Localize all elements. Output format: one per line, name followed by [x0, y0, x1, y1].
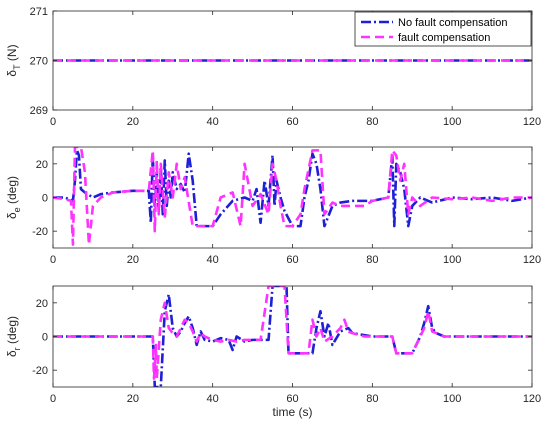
y-tick-label-2--20: -20: [32, 226, 48, 238]
series-group-2: [53, 147, 532, 246]
x-tick-label-1-40: 40: [207, 116, 219, 128]
x-axis-label: time (s): [273, 405, 313, 419]
x-tick-label-3-120: 120: [523, 393, 541, 405]
x-tick-label-2-40: 40: [207, 254, 219, 266]
legend-label-no-fault-compensation: No fault compensation: [398, 17, 507, 29]
x-tick-label-2-80: 80: [366, 254, 378, 266]
panel-3: 0 20 40 60 80 100 120 -20 0 20 δr (deg) time (s): [5, 285, 541, 419]
x-tick-label-2-120: 120: [523, 254, 541, 266]
y-axis-label-unit-2: (deg): [5, 176, 19, 207]
y-axis-label-2: δe (deg): [5, 176, 22, 219]
x-tick-label-3-80: 80: [366, 393, 378, 405]
y-axis-label-unit-3: (deg): [5, 316, 19, 347]
x-tick-label-3-40: 40: [207, 393, 219, 405]
x-tick-label-1-100: 100: [443, 116, 461, 128]
panel-2: 0 20 40 60 80 100 120 -20 0 20 δe (deg): [5, 146, 541, 266]
y-tick-label-3-20: 20: [36, 298, 48, 310]
x-tick-label-2-20: 20: [127, 254, 139, 266]
x-tick-label-3-100: 100: [443, 393, 461, 405]
y-tick-label-3--20: -20: [32, 365, 48, 377]
y-tick-label-3-0: 0: [42, 332, 48, 344]
legend-box: [354, 11, 532, 47]
legend: No fault compensation fault compensation: [354, 11, 532, 47]
y-axis-label-3: δr (deg): [5, 316, 22, 357]
x-tick-label-3-60: 60: [286, 393, 298, 405]
panel-1: 0 20 40 60 80 100 120 269 270 271 δT (N) No fault c…: [5, 6, 541, 128]
y-axis-label-subscript-1: T: [12, 64, 22, 70]
y-axis-label-symbol-3: δ: [5, 350, 19, 357]
x-tick-label-1-80: 80: [366, 116, 378, 128]
y-tick-label-1-270: 270: [30, 56, 48, 68]
y-axis-label-symbol-1: δ: [5, 70, 19, 77]
x-tick-label-2-0: 0: [50, 254, 56, 266]
y-tick-label-1-269: 269: [30, 105, 48, 117]
y-axis-label-1: δT (N): [5, 44, 22, 76]
x-tick-label-2-100: 100: [443, 254, 461, 266]
y-axis-label-unit-1: (N): [5, 44, 19, 64]
legend-label-fault-compensation: fault compensation: [398, 32, 490, 44]
x-tick-label-3-0: 0: [50, 393, 56, 405]
series-line-2-fault-compensation: [53, 147, 532, 246]
x-tick-label-1-60: 60: [286, 116, 298, 128]
y-tick-label-2-20: 20: [36, 159, 48, 171]
plot-area-2: [53, 147, 532, 248]
x-tick-label-2-60: 60: [286, 254, 298, 266]
y-tick-label-2-0: 0: [42, 193, 48, 205]
y-axis-label-symbol-2: δ: [5, 212, 19, 219]
y-axis-label-subscript-3: r: [12, 347, 22, 350]
y-tick-label-1-271: 271: [30, 6, 48, 18]
x-tick-label-1-120: 120: [523, 116, 541, 128]
x-tick-label-1-0: 0: [50, 116, 56, 128]
x-tick-label-1-20: 20: [127, 116, 139, 128]
series-group-3: [53, 286, 532, 387]
x-tick-label-3-20: 20: [127, 393, 139, 405]
y-axis-label-subscript-2: e: [12, 207, 22, 212]
series-line-2-no-fault-compensation: [53, 149, 532, 228]
series-line-3-no-fault-compensation: [53, 286, 532, 387]
